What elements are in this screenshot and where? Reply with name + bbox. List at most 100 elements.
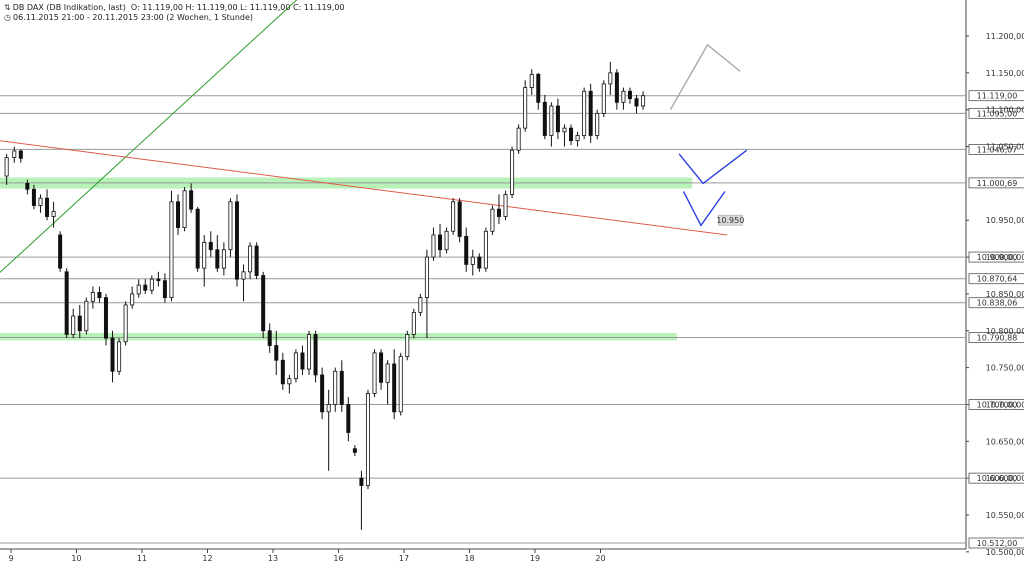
candle-body-89 <box>588 90 593 136</box>
candle-body-80 <box>529 73 534 88</box>
candle-body-10 <box>71 315 76 335</box>
level-label-10: 10.512,00 <box>977 539 1018 548</box>
candle-body-9 <box>64 271 69 335</box>
candle-body-53 <box>352 448 357 453</box>
candle-body-55 <box>365 393 370 486</box>
y-tick-label-12: 10.550,00 <box>986 511 1024 520</box>
x-tick-label-2: 11 <box>137 554 147 563</box>
candle-body-47 <box>313 334 318 376</box>
candle-body-23 <box>156 278 161 282</box>
candle-body-62 <box>411 311 416 335</box>
period-text: 06.11.2015 21:00 - 20.11.2015 23:00 (2 W… <box>12 13 254 22</box>
y-tick-label-11: 10.600,00 <box>986 474 1024 483</box>
candle-body-37 <box>248 245 253 273</box>
y-tick-label-10: 10.650,00 <box>986 437 1024 446</box>
candle-body-35 <box>234 201 239 280</box>
y-tick-label-5: 10.900,00 <box>986 253 1024 262</box>
candle-body-65 <box>431 234 436 258</box>
candle-body-88 <box>582 90 587 136</box>
candle-body-82 <box>542 101 547 136</box>
candle-body-31 <box>208 241 213 251</box>
candle-body-91 <box>601 83 606 114</box>
candle-body-86 <box>569 127 574 142</box>
candle-body-48 <box>320 374 325 413</box>
trendline-0 <box>0 0 298 274</box>
x-tick-label-8: 19 <box>530 554 540 563</box>
candle-body-32 <box>215 249 220 269</box>
x-tick-label-9: 20 <box>595 554 605 563</box>
candle-body-41 <box>274 345 279 361</box>
candle-body-46 <box>307 334 312 370</box>
candle-body-14 <box>97 292 102 299</box>
candle-body-97 <box>641 95 646 107</box>
y-tick-label-3: 11.050,00 <box>986 143 1024 152</box>
candle-body-79 <box>523 87 528 129</box>
candle-body-5 <box>38 197 43 206</box>
candle-body-60 <box>398 356 403 413</box>
candle-body-1 <box>12 150 17 158</box>
candle-body-95 <box>627 90 632 100</box>
candle-body-72 <box>477 256 482 269</box>
candle-body-87 <box>575 135 580 142</box>
candle-body-38 <box>254 245 259 276</box>
level-label-box-1 <box>968 107 1024 119</box>
trendline-1 <box>0 140 728 236</box>
candle-body-34 <box>228 201 233 251</box>
annotation-box <box>718 214 743 226</box>
candle-body-54 <box>359 477 364 486</box>
y-tick-label-8: 10.750,00 <box>986 364 1024 373</box>
candle-body-2 <box>18 150 23 159</box>
level-label-box-6 <box>968 297 1024 309</box>
y-tick-label-0: 11.200,00 <box>986 32 1024 41</box>
candle-body-8 <box>58 234 63 269</box>
x-tick-label-0: 9 <box>8 554 13 563</box>
level-label-box-0 <box>968 90 1024 102</box>
x-tick-label-5: 16 <box>333 554 343 563</box>
candle-body-77 <box>510 149 515 195</box>
candle-body-57 <box>379 352 384 383</box>
candle-body-12 <box>84 300 89 332</box>
candle-body-24 <box>162 280 167 299</box>
y-tick-label-13: 10.500,00 <box>986 548 1024 557</box>
candle-body-16 <box>110 337 115 372</box>
candle-body-4 <box>31 188 36 206</box>
candle-body-49 <box>326 404 331 413</box>
candle-body-18 <box>123 304 128 343</box>
y-tick-label-4: 10.950,00 <box>986 216 1024 225</box>
y-tick-label-7: 10.800,00 <box>986 327 1024 336</box>
level-label-box-7 <box>968 332 1024 343</box>
candle-body-61 <box>405 334 410 357</box>
candle-body-52 <box>346 404 351 433</box>
candle-body-29 <box>195 208 200 269</box>
x-tick-label-4: 13 <box>268 554 278 563</box>
candle-body-83 <box>549 105 554 136</box>
level-label-box-2 <box>968 144 1024 155</box>
candle-body-81 <box>536 73 541 103</box>
candle-body-58 <box>385 363 390 383</box>
candle-body-63 <box>418 297 423 313</box>
candle-body-21 <box>143 284 148 291</box>
candle-body-90 <box>595 112 600 136</box>
projection-path-0 <box>669 43 741 111</box>
candle-body-25 <box>169 201 174 299</box>
level-label-3: 11.000,69 <box>977 179 1018 188</box>
candle-body-11 <box>77 315 82 332</box>
candle-body-94 <box>621 90 626 103</box>
candle-body-73 <box>483 230 488 269</box>
candle-body-7 <box>51 210 56 217</box>
candle-body-44 <box>293 352 298 380</box>
level-label-4: 10.900,00 <box>977 253 1018 262</box>
candle-body-33 <box>221 249 226 269</box>
candle-body-96 <box>634 98 639 107</box>
level-label-box-10 <box>968 537 1024 549</box>
candle-body-75 <box>496 208 501 217</box>
level-label-9: 10.600,00 <box>977 474 1018 483</box>
clock-icon: ◷ <box>4 13 11 22</box>
level-label-box-3 <box>968 177 1024 189</box>
candle-body-42 <box>280 359 285 385</box>
level-label-box-5 <box>968 273 1024 285</box>
candle-body-76 <box>503 194 508 217</box>
candle-body-36 <box>241 271 246 280</box>
y-tick-label-6: 10.850,00 <box>986 290 1024 299</box>
